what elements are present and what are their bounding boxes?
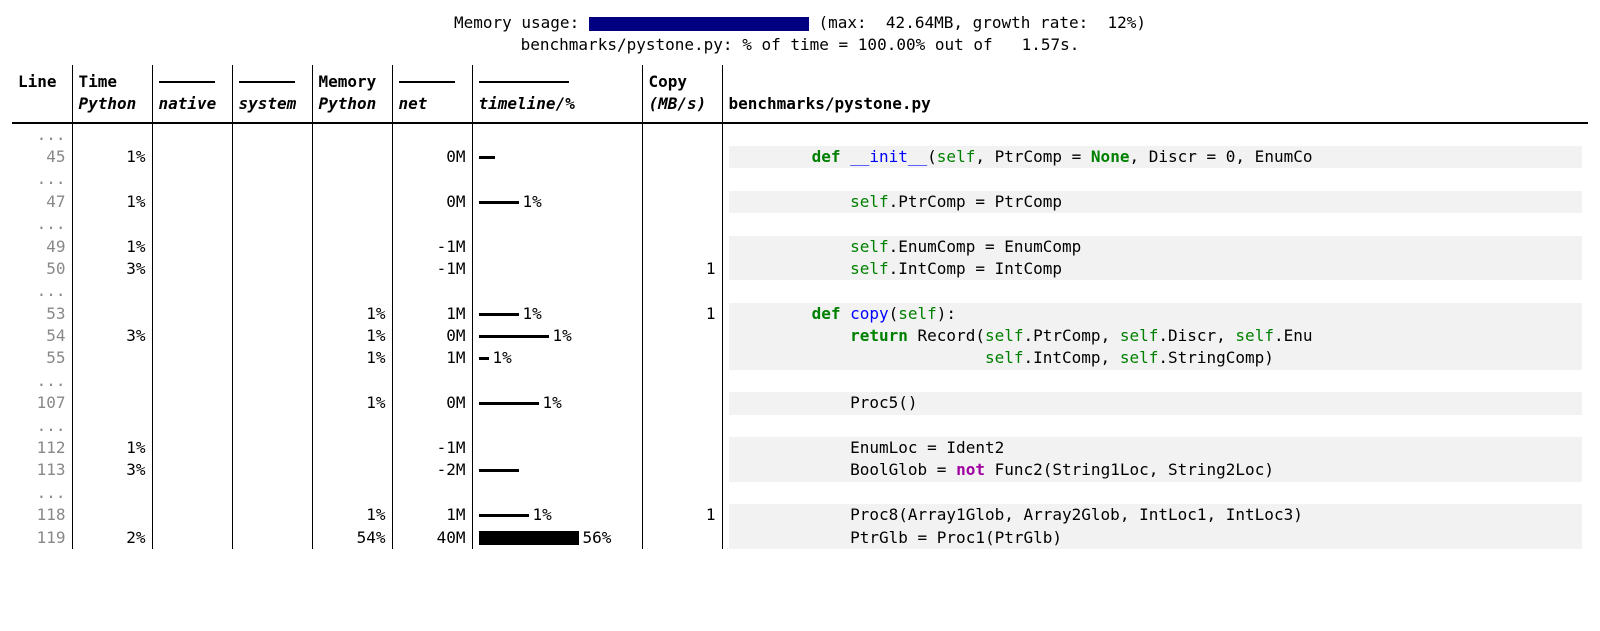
header-memory-line: Memory usage: (max: 42.64MB, growth rate…: [12, 12, 1588, 34]
table-row: ...: [12, 415, 1588, 437]
table-row: 1133%-2M BoolGlob = not Func2(String1Loc…: [12, 459, 1588, 481]
table-row: ...: [12, 213, 1588, 235]
col-mem-net: net: [392, 65, 472, 123]
col-mem-python: MemoryPython: [312, 65, 392, 123]
table-row: 503%-1M1 self.IntComp = IntComp: [12, 258, 1588, 280]
col-line: Line: [12, 65, 72, 123]
mem-usage-bar: [589, 17, 809, 31]
table-row: 451%0M def __init__(self, PtrComp = None…: [12, 146, 1588, 168]
table-row: 543%1%0M1% return Record(self.PtrComp, s…: [12, 325, 1588, 347]
col-time-python: TimePython: [72, 65, 152, 123]
table-row: 1181%1M1%1 Proc8(Array1Glob, Array2Glob,…: [12, 504, 1588, 526]
header-file-path: benchmarks/pystone.py: [521, 35, 723, 54]
table-row: ...: [12, 370, 1588, 392]
table-row: ...: [12, 482, 1588, 504]
table-row: 491%-1M self.EnumComp = EnumComp: [12, 236, 1588, 258]
table-row: ...: [12, 123, 1588, 146]
col-source: benchmarks/pystone.py: [722, 65, 1588, 123]
table-row: ...: [12, 280, 1588, 302]
table-row: 531%1M1%1 def copy(self):: [12, 303, 1588, 325]
col-time-native: native: [152, 65, 232, 123]
table-row: 1192%54%40M56% PtrGlb = Proc1(PtrGlb): [12, 527, 1588, 549]
header-file-line: benchmarks/pystone.py: % of time = 100.0…: [12, 34, 1588, 56]
table-row: 1071%0M1% Proc5(): [12, 392, 1588, 414]
table-row: 471%0M1% self.PtrComp = PtrComp: [12, 191, 1588, 213]
mem-usage-label: Memory usage:: [454, 13, 579, 32]
table-row: 1121%-1M EnumLoc = Ident2: [12, 437, 1588, 459]
table-header-row: Line TimePython native system MemoryPyth…: [12, 65, 1588, 123]
col-time-system: system: [232, 65, 312, 123]
mem-usage-max: (max: 42.64MB, growth rate: 12%): [818, 13, 1146, 32]
profile-table: Line TimePython native system MemoryPyth…: [12, 65, 1588, 549]
col-copy: Copy(MB/s): [642, 65, 722, 123]
col-timeline: timeline/%: [472, 65, 642, 123]
table-row: 551%1M1% self.IntComp, self.StringComp): [12, 347, 1588, 369]
table-row: ...: [12, 168, 1588, 190]
